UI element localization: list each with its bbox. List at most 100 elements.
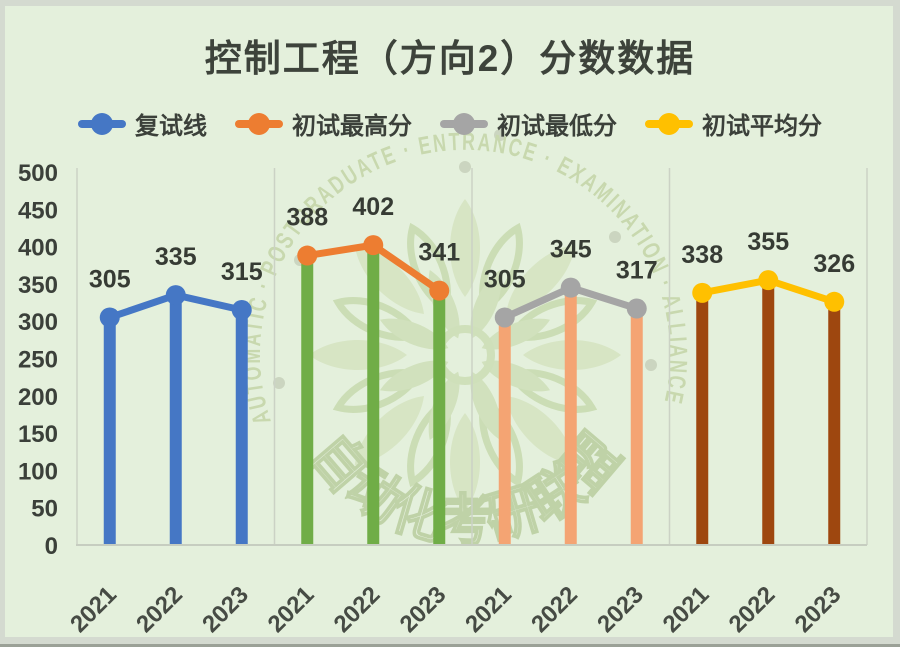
year-label: 2022 — [526, 581, 583, 638]
y-tick-label: 500 — [18, 160, 58, 187]
watermark-inner-petal — [470, 371, 502, 440]
legend-marker-icon — [235, 112, 283, 135]
year-label: 2021 — [460, 581, 517, 638]
watermark-flower-icon — [273, 129, 657, 511]
y-tick-label: 350 — [18, 272, 58, 299]
watermark-petal-outline — [407, 222, 451, 314]
marker — [99, 307, 120, 328]
legend-label: 初试最低分 — [497, 113, 617, 140]
marker — [626, 298, 647, 319]
value-label: 326 — [813, 250, 855, 278]
value-label: 305 — [89, 265, 131, 293]
legend-item-2: 初试最低分 — [440, 106, 617, 141]
value-label: 315 — [221, 258, 263, 286]
legend: 复试线 初试最高分 初试最低分 初试平均分 — [0, 106, 900, 141]
year-label: 2023 — [790, 581, 847, 638]
legend-item-1: 初试最高分 — [235, 106, 412, 141]
y-tick-label: 400 — [18, 235, 58, 262]
marker — [165, 285, 186, 306]
bar — [367, 245, 380, 545]
year-label: 2023 — [197, 581, 254, 638]
legend-label: 初试平均分 — [702, 113, 822, 140]
watermark-petal-outline — [332, 297, 424, 341]
year-label: 2022 — [131, 581, 188, 638]
year-label: 2022 — [329, 581, 386, 638]
bar — [696, 292, 709, 545]
bar — [828, 301, 841, 545]
legend-item-0: 复试线 — [78, 106, 207, 141]
watermark-dot — [494, 129, 506, 141]
watermark-dot — [645, 359, 657, 371]
value-label: 338 — [681, 241, 723, 269]
watermark-inner-petal — [380, 360, 449, 392]
value-label: 345 — [550, 236, 592, 264]
legend-marker-icon — [78, 112, 126, 135]
watermark-petal-outline — [407, 396, 451, 488]
watermark-center-ring — [435, 325, 495, 385]
value-label: 305 — [484, 265, 526, 293]
watermark-petal-outline — [506, 369, 598, 413]
marker — [363, 235, 384, 256]
value-label: 388 — [286, 204, 328, 232]
watermark-petal-outline — [479, 222, 523, 314]
bar — [235, 310, 248, 545]
watermark-petal — [506, 244, 576, 314]
legend-item-3: 初试平均分 — [645, 106, 822, 141]
chart-title: 控制工程（方向2）分数数据 — [204, 38, 696, 79]
y-tick-label: 250 — [18, 347, 58, 374]
legend-label: 初试最高分 — [292, 113, 412, 140]
watermark-dot — [273, 377, 285, 389]
legend-label: 复试线 — [135, 113, 207, 140]
watermark-inner-petal — [380, 318, 449, 350]
watermark-dot — [459, 161, 471, 173]
legend-dot — [91, 112, 113, 135]
watermark-inner-petal — [481, 318, 550, 350]
bar — [498, 317, 511, 545]
marker — [429, 280, 450, 301]
marker — [758, 270, 779, 291]
bar — [103, 317, 116, 545]
bar — [301, 255, 314, 545]
watermark-dot — [609, 231, 621, 243]
legend-marker-icon — [645, 112, 693, 135]
y-tick-label: 50 — [31, 496, 58, 523]
marker — [824, 291, 845, 312]
bar — [762, 280, 775, 545]
y-tick-label: 100 — [18, 458, 58, 485]
marker — [494, 307, 515, 328]
y-tick-label: 300 — [18, 309, 58, 336]
year-label: 2021 — [658, 581, 715, 638]
marker — [560, 277, 581, 298]
bar — [630, 308, 643, 545]
value-label: 317 — [616, 257, 658, 285]
watermark-inner-petal — [470, 270, 502, 339]
marker — [692, 282, 713, 303]
year-label: 2021 — [65, 581, 122, 638]
watermark-inner-petal — [481, 360, 550, 392]
marker — [297, 245, 318, 266]
legend-dot — [658, 112, 680, 135]
bar — [169, 295, 182, 545]
value-label: 335 — [155, 243, 197, 271]
y-tick-label: 450 — [18, 197, 58, 224]
watermark-petal — [309, 340, 407, 370]
marker — [231, 300, 252, 321]
watermark-petal — [506, 396, 576, 466]
legend-marker-icon — [440, 112, 488, 135]
value-label: 402 — [352, 193, 394, 221]
bar — [433, 290, 446, 545]
y-tick-label: 200 — [18, 384, 58, 411]
legend-dot — [248, 112, 270, 135]
legend-dot — [453, 112, 475, 135]
year-label: 2021 — [263, 581, 320, 638]
value-label: 355 — [747, 228, 789, 256]
watermark-petal-outline — [332, 369, 424, 413]
bar — [564, 287, 577, 545]
year-label: 2023 — [592, 581, 649, 638]
year-label: 2023 — [395, 581, 452, 638]
y-tick-label: 150 — [18, 421, 58, 448]
year-label: 2022 — [724, 581, 781, 638]
